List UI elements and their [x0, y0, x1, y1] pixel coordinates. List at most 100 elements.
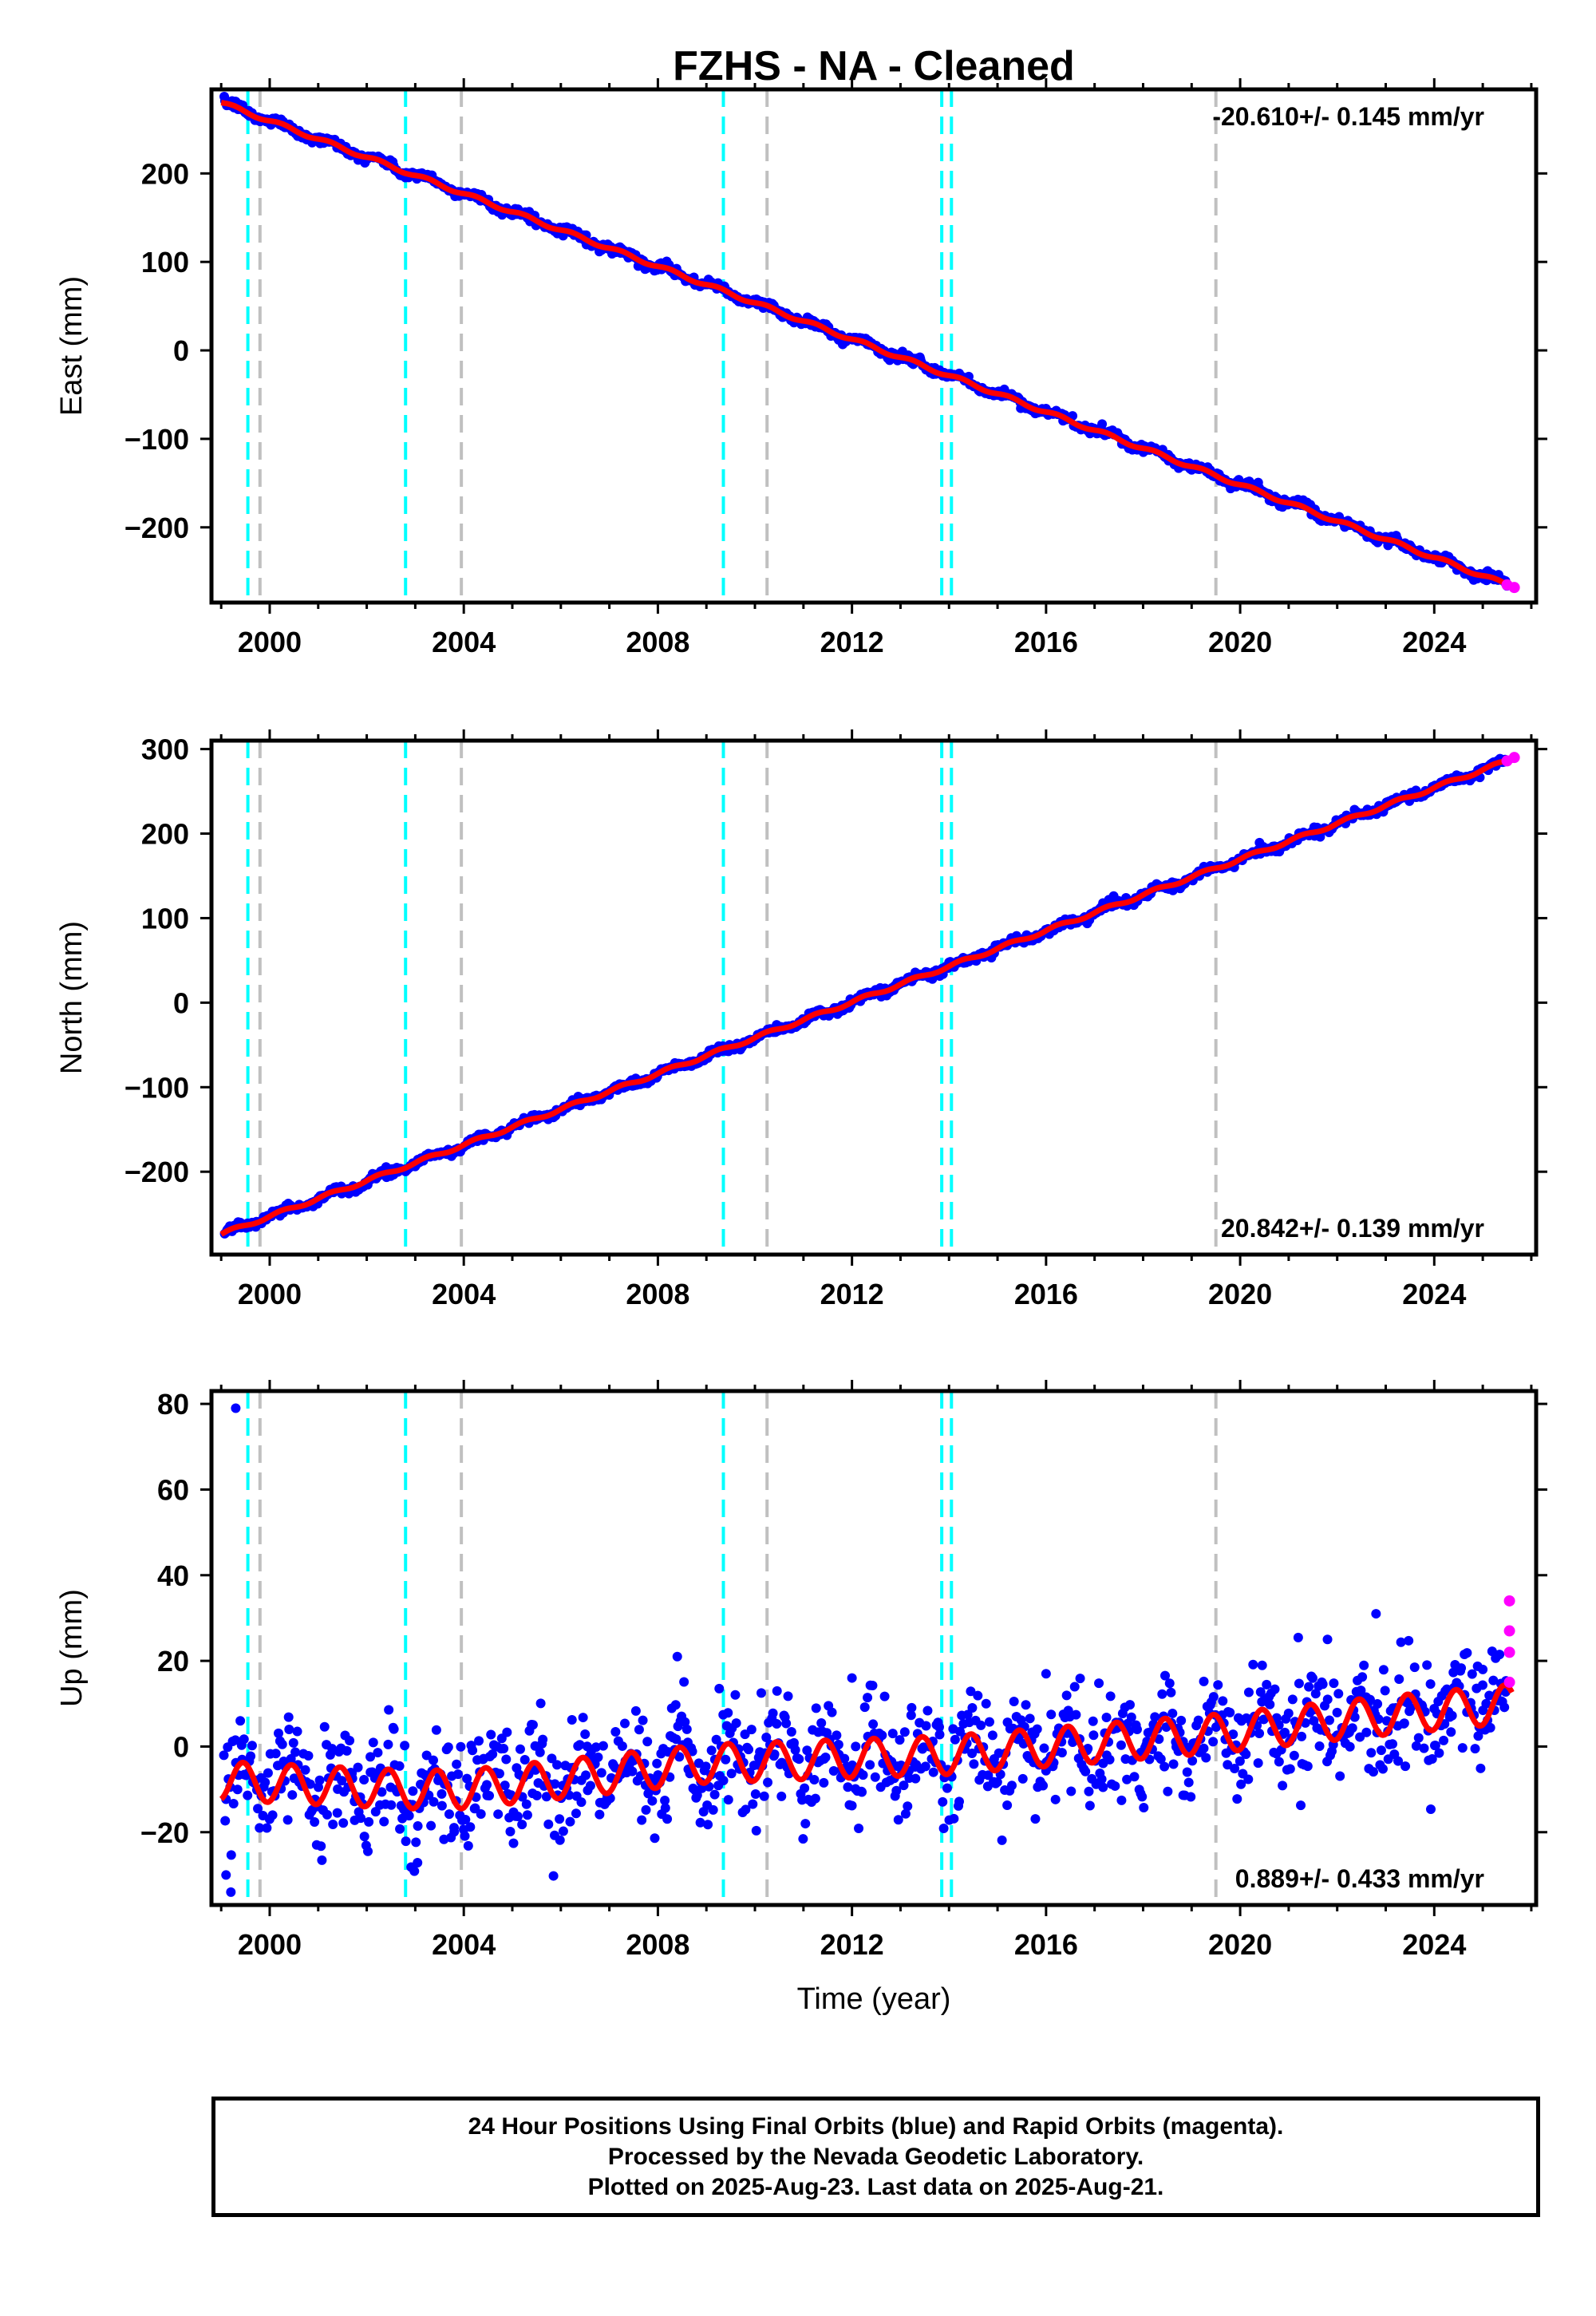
up-final-point: [462, 1773, 472, 1784]
east-x-tick-label: 2012: [820, 626, 884, 658]
up-final-point: [790, 1745, 800, 1755]
up-final-point: [994, 1748, 1004, 1758]
north-rapid-orbit-points: [1501, 752, 1520, 767]
up-final-point: [907, 1702, 917, 1713]
up-final-point: [555, 1835, 565, 1845]
up-y-tick-label: 60: [157, 1473, 189, 1506]
up-final-point: [239, 1734, 249, 1745]
up-final-point: [1442, 1684, 1452, 1694]
up-final-point: [650, 1833, 660, 1844]
up-final-point: [867, 1680, 878, 1690]
up-final-point: [437, 1800, 447, 1811]
up-final-point: [903, 1801, 913, 1812]
up-final-point: [499, 1744, 509, 1754]
up-final-point: [1101, 1713, 1112, 1723]
up-final-point: [505, 1826, 516, 1836]
up-final-point: [1129, 1772, 1140, 1782]
up-final-point: [750, 1789, 760, 1800]
up-rapid-point: [1503, 1646, 1515, 1658]
up-y-axis-label: Up (mm): [55, 1589, 89, 1707]
up-final-point: [800, 1783, 810, 1793]
up-final-point: [515, 1744, 525, 1754]
up-final-point: [1105, 1691, 1116, 1701]
up-final-point: [1088, 1716, 1098, 1726]
up-final-point: [1124, 1700, 1135, 1710]
up-final-point: [768, 1708, 778, 1718]
up-final-point: [1017, 1773, 1028, 1784]
up-final-point: [741, 1804, 751, 1815]
up-final-point: [984, 1717, 994, 1727]
up-final-point: [1447, 1710, 1457, 1721]
north-plot-area: [219, 741, 1520, 1255]
up-final-point: [1025, 1713, 1035, 1724]
north-y-tick-label: 100: [141, 902, 189, 935]
up-final-point: [1378, 1665, 1389, 1675]
north-rapid-point: [1508, 752, 1520, 764]
north-frame: [209, 738, 1539, 1257]
up-final-point: [353, 1762, 363, 1773]
up-final-point: [997, 1835, 1007, 1845]
up-final-point: [413, 1821, 423, 1832]
up-final-point: [575, 1740, 585, 1750]
up-final-point: [1228, 1729, 1238, 1740]
up-final-point: [541, 1792, 551, 1802]
up-final-point: [527, 1720, 538, 1730]
up-final-point: [788, 1737, 799, 1748]
up-final-point: [547, 1753, 557, 1764]
up-final-point: [437, 1788, 447, 1799]
up-x-tick-label: 2004: [432, 1928, 496, 1961]
up-final-point: [922, 1705, 933, 1716]
up-final-point: [1248, 1659, 1258, 1670]
up-final-point: [1163, 1786, 1173, 1796]
east-x-tick-label: 2004: [432, 626, 496, 658]
up-final-point: [1066, 1786, 1077, 1796]
up-final-point: [816, 1718, 827, 1729]
up-rapid-point: [1503, 1676, 1515, 1688]
up-final-point: [1168, 1759, 1179, 1769]
chart-title: FZHS - NA - Cleaned: [673, 43, 1075, 89]
up-final-point: [373, 1748, 383, 1758]
up-final-point: [879, 1691, 890, 1701]
up-final-point: [730, 1690, 741, 1700]
up-final-point: [482, 1780, 492, 1790]
up-final-point: [1159, 1761, 1170, 1772]
up-final-point: [443, 1742, 453, 1753]
up-final-point: [711, 1734, 721, 1745]
east-x-tick-label: 2008: [626, 626, 689, 658]
up-final-point: [950, 1734, 960, 1745]
up-final-point: [660, 1796, 670, 1806]
up-final-point: [1150, 1712, 1160, 1722]
up-final-point: [401, 1836, 411, 1847]
up-final-point: [581, 1770, 591, 1780]
up-final-point: [992, 1777, 1002, 1787]
up-final-point: [718, 1776, 729, 1786]
up-final-point: [1116, 1795, 1127, 1805]
up-final-point: [411, 1837, 421, 1848]
up-final-point: [783, 1691, 793, 1701]
up-final-point: [468, 1745, 478, 1756]
up-final-point: [1427, 1753, 1437, 1764]
up-final-point: [973, 1690, 983, 1701]
up-final-point: [476, 1809, 486, 1820]
up-final-point: [1032, 1724, 1042, 1734]
up-final-point: [1241, 1749, 1251, 1760]
up-final-point: [1182, 1767, 1192, 1777]
up-x-tick-label: 2008: [626, 1928, 689, 1961]
footer-info-box: 24 Hour Positions Using Final Orbits (bl…: [211, 2097, 1540, 2217]
up-final-point: [617, 1741, 627, 1751]
up-final-point: [870, 1772, 880, 1782]
east-final-point: [1097, 419, 1108, 429]
up-final-point: [962, 1709, 973, 1720]
up-final-point: [290, 1747, 301, 1757]
up-final-point: [1335, 1771, 1345, 1781]
up-final-point-outlier: [231, 1403, 241, 1413]
up-final-point: [1293, 1632, 1303, 1642]
up-final-point: [967, 1749, 978, 1759]
east-rate-label: -20.610+/- 0.145 mm/yr: [1212, 102, 1484, 131]
north-y-tick-label: −200: [124, 1156, 189, 1188]
up-final-point: [1139, 1803, 1149, 1813]
up-final-point: [938, 1796, 948, 1807]
up-final-point: [1084, 1786, 1094, 1796]
up-final-point: [1262, 1679, 1272, 1690]
up-final-point: [1278, 1780, 1288, 1791]
